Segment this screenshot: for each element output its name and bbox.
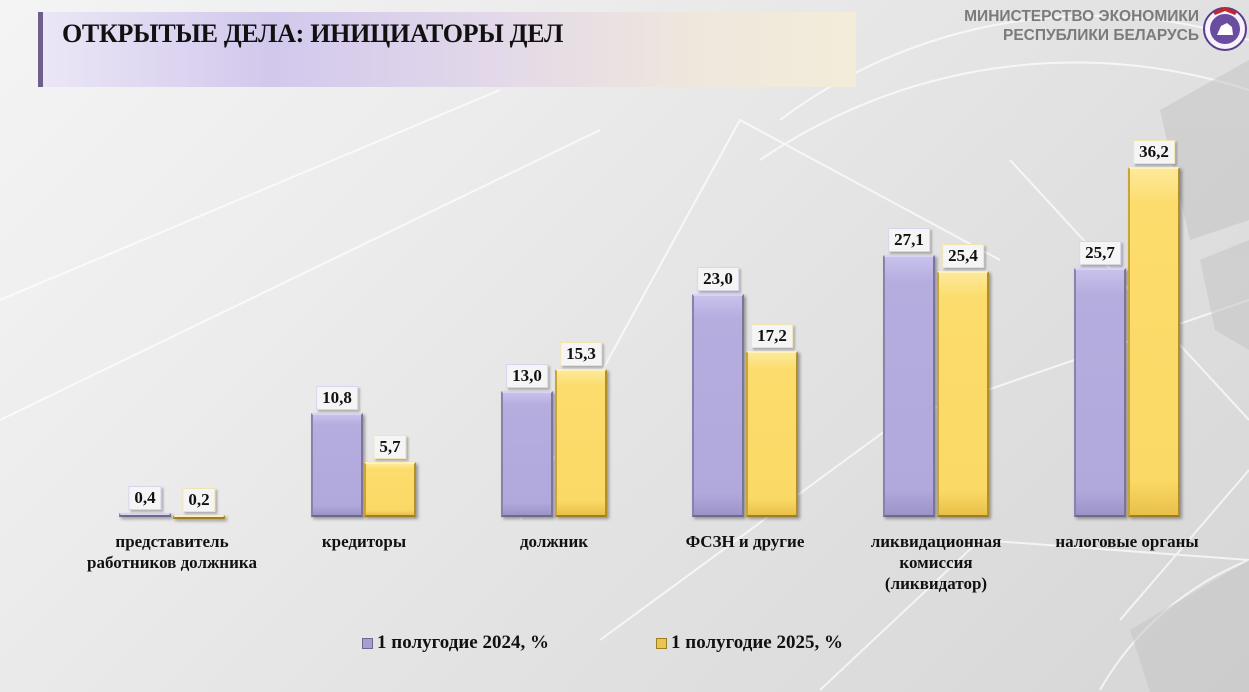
bar-2025-liquidation: [937, 271, 989, 517]
bar-2025-tax: [1128, 167, 1180, 517]
value-label-2025-debtor: 15,3: [560, 342, 602, 366]
value-label-2025-tax: 36,2: [1133, 140, 1175, 164]
bar-2024-fszn: [692, 294, 744, 517]
value-label-2024-representative: 0,4: [128, 486, 162, 510]
category-label-representative: представитель работников должника: [87, 532, 257, 572]
value-label-2024-tax: 25,7: [1079, 241, 1121, 265]
legend-swatch-2024-icon: [362, 637, 373, 649]
bar-2024-debtor: [501, 391, 553, 517]
bar-2024-tax: [1074, 268, 1126, 517]
bar-2024-representative: [119, 513, 171, 517]
category-label-fszn: ФСЗН и другие: [685, 532, 805, 551]
bar-2025-debtor: [555, 369, 607, 517]
bar-2025-creditors: [364, 462, 416, 517]
bar-2024-liquidation: [883, 255, 935, 517]
category-label-creditors: кредиторы: [321, 532, 407, 551]
bar-2024-creditors: [311, 413, 363, 517]
title-band: ОТКРЫТЫЕ ДЕЛА: ИНИЦИАТОРЫ ДЕЛ: [38, 12, 856, 87]
ministry-line-2: РЕСПУБЛИКИ БЕЛАРУСЬ: [1003, 27, 1199, 44]
value-label-2024-fszn: 23,0: [697, 267, 739, 291]
category-label-debtor: должник: [519, 532, 589, 551]
value-label-2025-fszn: 17,2: [751, 324, 793, 348]
ministry-emblem-icon: [1203, 7, 1247, 51]
value-label-2025-creditors: 5,7: [373, 435, 407, 459]
value-label-2024-creditors: 10,8: [316, 386, 358, 410]
value-label-2025-liquidation: 25,4: [942, 244, 984, 268]
category-label-liquidation: ликвидационная комиссия (ликвидатор): [870, 532, 1002, 593]
legend-item-2024: 1 полугодие 2024, %: [362, 632, 549, 654]
legend-label-2024: 1 полугодие 2024, %: [377, 632, 549, 653]
ministry-line-1: МИНИСТЕРСТВО ЭКОНОМИКИ: [964, 8, 1199, 25]
category-label-tax: налоговые органы: [1055, 532, 1199, 551]
bar-2025-fszn: [746, 351, 798, 517]
value-label-2024-liquidation: 27,1: [888, 228, 930, 252]
legend-label-2025: 1 полугодие 2025, %: [671, 632, 843, 653]
bar-2025-representative: [173, 515, 225, 519]
ministry-name: МИНИСТЕРСТВО ЭКОНОМИКИ РЕСПУБЛИКИ БЕЛАРУ…: [964, 7, 1199, 45]
value-label-2025-representative: 0,2: [182, 488, 216, 512]
value-label-2024-debtor: 13,0: [506, 364, 548, 388]
legend-swatch-2025-icon: [656, 637, 667, 649]
legend-item-2025: 1 полугодие 2025, %: [656, 632, 843, 654]
page-title: ОТКРЫТЫЕ ДЕЛА: ИНИЦИАТОРЫ ДЕЛ: [62, 19, 564, 48]
